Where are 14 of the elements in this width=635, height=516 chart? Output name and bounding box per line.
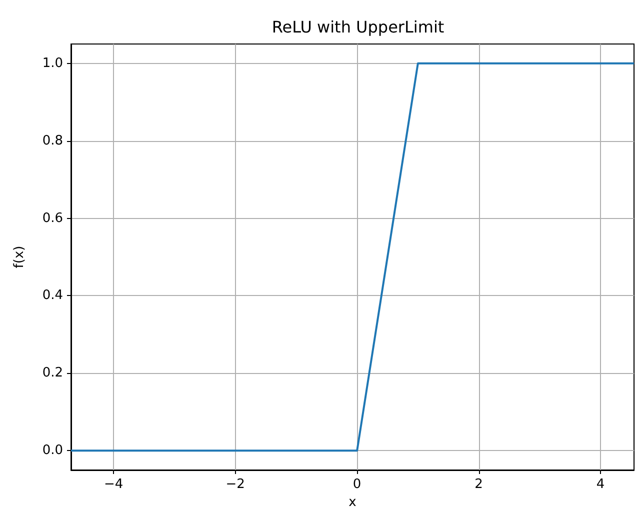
y-tick-label: 0.6 [42,210,63,226]
x-tick-label: −4 [104,477,124,492]
chart-title: ReLU with UpperLimit [272,18,444,36]
y-tick-label: 1.0 [42,56,63,71]
x-tick-label: −2 [226,477,245,492]
y-tick-label: 0.0 [42,443,63,458]
y-tick-label: 0.8 [42,133,63,148]
x-tick-label: 0 [352,477,362,492]
x-tick-label: 2 [474,477,483,492]
y-tick-label: 0.2 [42,366,63,381]
y-axis-title: f(x) [12,246,27,268]
y-tick-label: 0.4 [42,288,63,304]
x-tick-label: 4 [596,477,605,492]
x-axis-title: x [348,495,357,510]
